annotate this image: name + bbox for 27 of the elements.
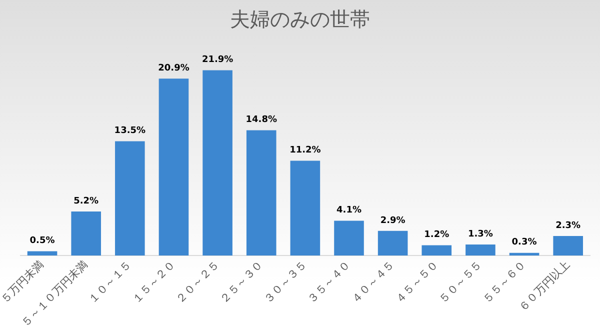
bar <box>334 220 364 256</box>
bar <box>509 252 540 256</box>
bar <box>553 236 583 256</box>
data-label: 0.3% <box>512 238 537 248</box>
bar <box>422 245 452 256</box>
data-label: 4.1% <box>336 206 362 216</box>
chart-title: 夫婦のみの世帯 <box>229 6 371 33</box>
bar <box>378 230 408 256</box>
data-label: 1.2% <box>424 230 450 240</box>
data-label: 21.9% <box>202 55 234 66</box>
data-label: 13.5% <box>114 126 146 136</box>
bar <box>71 211 101 256</box>
data-label: 11.2% <box>290 146 321 156</box>
data-label: 2.9% <box>380 216 406 226</box>
bar <box>202 70 232 256</box>
bar <box>27 251 58 256</box>
data-label: 0.5% <box>30 236 55 246</box>
bar <box>466 244 496 256</box>
bar <box>158 78 189 256</box>
data-label: 14.8% <box>246 115 277 126</box>
data-label: 5.2% <box>74 196 99 206</box>
bar <box>246 130 276 256</box>
bar <box>290 160 320 256</box>
data-label: 1.3% <box>468 229 493 240</box>
bar <box>115 141 145 256</box>
data-label: 2.3% <box>556 220 581 231</box>
data-label: 20.9% <box>158 64 190 74</box>
